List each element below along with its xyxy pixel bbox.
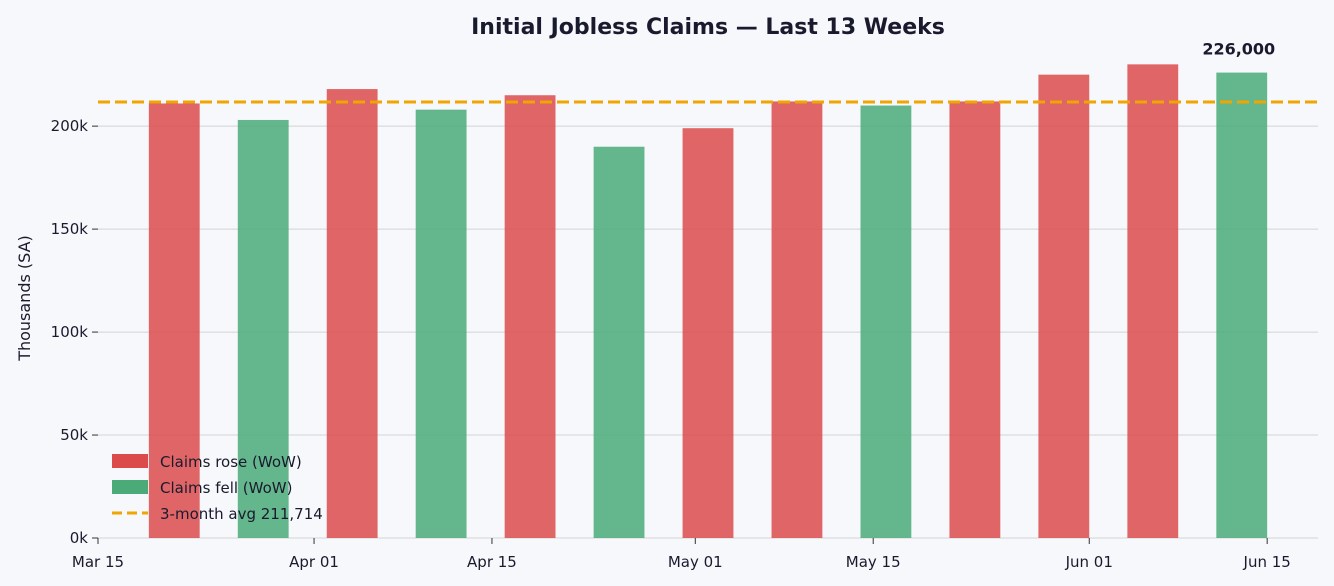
legend-label: Claims rose (WoW)	[160, 453, 302, 471]
x-tick-label: Apr 15	[467, 553, 517, 571]
bar-claims-rose	[682, 128, 734, 538]
bar-claims-rose	[949, 101, 1001, 538]
y-tick-label: 100k	[51, 323, 89, 341]
bar-claims-rose	[1038, 74, 1090, 539]
chart-title: Initial Jobless Claims — Last 13 Weeks	[471, 15, 945, 40]
legend: Claims rose (WoW) Claims fell (WoW) 3-mont…	[112, 453, 323, 523]
y-tick-label: 150k	[51, 220, 89, 238]
y-tick-label: 50k	[60, 426, 88, 444]
bar-claims-fell	[237, 119, 289, 538]
bar-claims-fell	[1216, 72, 1268, 538]
bar-claims-rose	[504, 95, 556, 539]
legend-swatch-rose	[112, 454, 148, 468]
y-tick-label: 0k	[70, 529, 89, 547]
peak-annotation: 226,000	[1202, 39, 1275, 58]
y-axis-label: Thousands (SA)	[15, 235, 34, 362]
x-tick-label: Apr 01	[289, 553, 339, 571]
bar-claims-fell	[415, 109, 467, 539]
bar-claims-rose	[148, 103, 200, 539]
x-axis: Mar 15 Apr 01 Apr 15 May 01 May 15 Jun 01 Jun …	[72, 538, 1291, 571]
y-axis: 0k 50k 100k 150k 200k	[51, 117, 98, 547]
bar-claims-fell	[860, 105, 912, 539]
bar-claims-fell	[593, 146, 645, 538]
legend-label: 3-month avg 211,714	[160, 505, 323, 523]
x-tick-label: May 15	[846, 553, 901, 571]
bar-claims-rose	[771, 101, 823, 538]
legend-label: Claims fell (WoW)	[160, 479, 292, 497]
y-tick-label: 200k	[51, 117, 89, 135]
x-tick-label: Mar 15	[72, 553, 124, 571]
x-tick-label: Jun 15	[1243, 553, 1291, 571]
x-tick-label: May 01	[668, 553, 723, 571]
bar-claims-rose	[1127, 64, 1179, 539]
bars-group	[148, 64, 1268, 539]
x-tick-label: Jun 01	[1065, 553, 1113, 571]
bar-claims-rose	[326, 89, 378, 538]
legend-swatch-fell	[112, 480, 148, 494]
